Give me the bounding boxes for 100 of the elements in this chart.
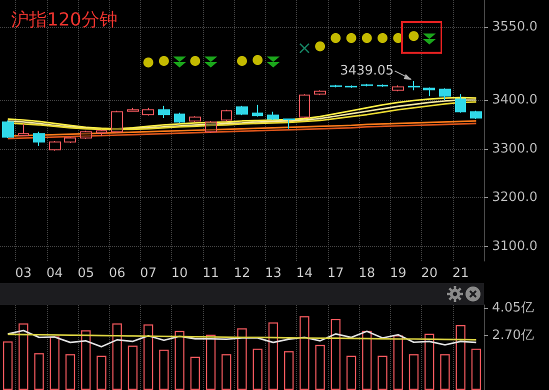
y-tick-label: 2.70亿: [492, 328, 534, 343]
bar: [34, 353, 44, 390]
y-tick-label: 3100.0: [492, 238, 538, 254]
x-tick-label: 19: [390, 266, 406, 281]
point: [266, 56, 280, 68]
candlestick: [455, 94, 466, 114]
bar: [2, 341, 13, 390]
bar: [424, 334, 434, 390]
bar: [300, 316, 310, 390]
x-tick-label: 18: [358, 266, 376, 281]
x-tick-label: 04: [46, 266, 63, 281]
bar: [268, 322, 278, 390]
bar: [112, 323, 122, 390]
bar: [440, 354, 450, 390]
bar: [284, 351, 294, 390]
bar: [81, 330, 91, 390]
candlestick: [80, 130, 92, 140]
y-tick-label: 4.05亿: [492, 300, 534, 316]
x-tick-label: 06: [108, 266, 126, 281]
candlestick: [33, 131, 45, 146]
candlestick: [96, 129, 107, 137]
candlestick: [64, 136, 76, 144]
candlestick: [439, 88, 451, 101]
candlestick: [330, 84, 342, 88]
text: 沪指120分钟: [11, 10, 118, 30]
x-tick-label: 13: [264, 266, 282, 281]
bar: [252, 348, 262, 390]
bar: [96, 356, 106, 390]
bar: [456, 325, 466, 390]
point: [299, 43, 310, 54]
candlestick: [423, 86, 435, 97]
bar: [393, 335, 403, 390]
bar: [237, 328, 247, 390]
bar: [128, 346, 138, 390]
x-tick-label: 14: [296, 266, 313, 281]
candlestick: [377, 84, 388, 88]
point: [158, 56, 169, 66]
point: [378, 33, 388, 44]
x-tick-label: 20: [421, 266, 438, 281]
bar: [143, 324, 154, 390]
bar: [65, 354, 76, 390]
x-tick-label: 03: [15, 266, 32, 281]
x-tick-label: 17: [327, 266, 344, 281]
candlestick: [111, 110, 123, 134]
point: [252, 55, 263, 66]
candlestick: [314, 90, 326, 96]
bar: [378, 356, 388, 390]
candlestick: [345, 84, 357, 88]
point: [190, 56, 200, 66]
candlestick: [283, 118, 295, 130]
point: [422, 34, 436, 45]
bar: [471, 348, 482, 390]
candlestick: [189, 116, 201, 122]
candlestick: [205, 120, 217, 134]
point: [204, 56, 218, 68]
y-tick-label: 3550.0: [492, 19, 538, 34]
point: [315, 41, 326, 52]
candlestick: [470, 110, 482, 120]
bar: [174, 330, 184, 390]
bar: [190, 356, 200, 390]
point: [237, 56, 247, 66]
bar: [159, 350, 169, 390]
point: [362, 33, 372, 44]
x-tick-label: 10: [171, 266, 188, 281]
bar: [408, 354, 419, 390]
x-tick-label: 07: [140, 266, 157, 281]
candlestick: [299, 94, 310, 119]
candlestick: [174, 112, 185, 124]
x-tick-label: 05: [78, 266, 94, 281]
bar: [18, 323, 28, 390]
bar: [346, 356, 356, 390]
candlestick: [392, 84, 404, 92]
candlestick: [158, 105, 170, 119]
candlestick: [267, 111, 279, 121]
candlestick: [361, 83, 373, 87]
x-tick-label: 12: [234, 266, 250, 281]
point: [408, 31, 419, 42]
bar: [315, 344, 325, 390]
y-tick-label: 3400.0: [492, 92, 538, 108]
candlestick: [2, 120, 14, 139]
bar: [362, 330, 372, 390]
point: [330, 33, 341, 44]
bar: [222, 354, 232, 390]
candlestick: [49, 140, 61, 152]
bar: [50, 336, 60, 390]
candlestick: [142, 107, 154, 116]
y-tick-label: 3200.0: [492, 190, 538, 206]
candlestick: [252, 104, 263, 118]
point: [143, 57, 154, 68]
y-tick-label: 3300.0: [492, 141, 538, 156]
x-tick-label: 21: [452, 266, 469, 281]
annotation: 3439.05: [340, 63, 394, 78]
x-tick-label: 11: [202, 266, 220, 281]
bar: [206, 334, 216, 390]
bar: [330, 318, 341, 390]
candlestick: [221, 109, 232, 122]
point: [173, 56, 186, 68]
candlestick: [18, 123, 29, 137]
candlestick: [236, 105, 248, 116]
candlestick: [408, 80, 420, 91]
